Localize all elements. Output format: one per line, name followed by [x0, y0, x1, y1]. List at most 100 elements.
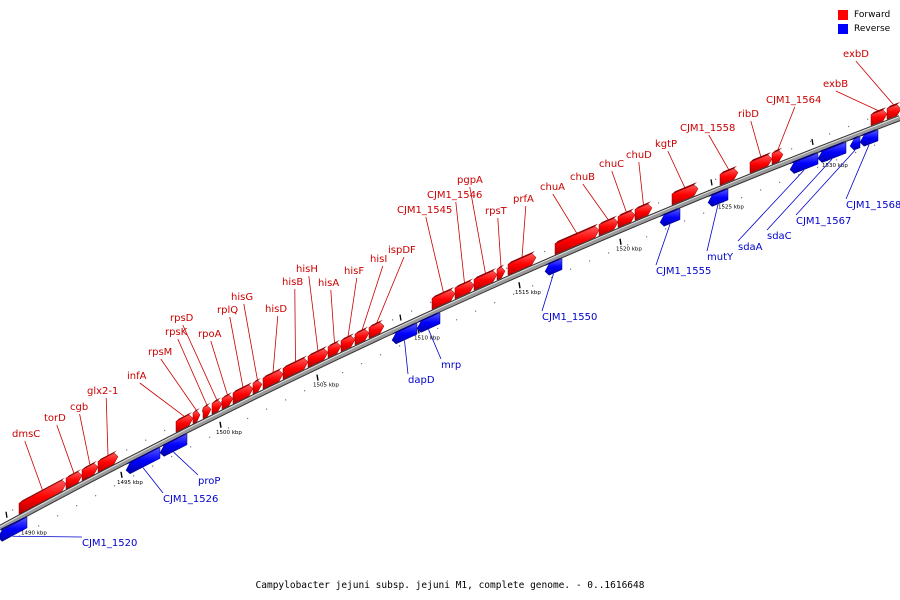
leader-layer — [12, 60, 895, 538]
tick-label: 1495 kbp — [117, 480, 143, 486]
gene-prop[interactable] — [159, 433, 188, 457]
label-layer: dmsC torD cgb glx2-1 infA rpsM rpsK rpsD rpoA rpl… — [12, 49, 900, 549]
gene-label-rplq: rplQ — [217, 305, 238, 316]
gene-glx2-1[interactable] — [97, 452, 119, 473]
gene-rpst[interactable] — [496, 266, 506, 281]
genome-caption: Campylobacter jejuni subsp. jejuni M1, c… — [255, 580, 645, 591]
scale-dot-lower — [418, 336, 420, 338]
gene-hisa[interactable] — [327, 342, 342, 359]
scale-dot-lower — [570, 268, 572, 270]
gene-infa[interactable] — [175, 414, 194, 433]
gene-chub[interactable] — [598, 217, 619, 237]
scale-dot-lower — [304, 390, 306, 392]
gene-cjm1-1550[interactable] — [544, 258, 563, 276]
gene-mrp[interactable] — [416, 312, 441, 333]
gene-muty[interactable] — [707, 188, 729, 207]
gene-cjm1-1526[interactable] — [125, 447, 161, 475]
gene-dapd[interactable] — [391, 322, 418, 345]
gene-rpoa[interactable] — [221, 394, 234, 410]
scale-dot-lower — [589, 260, 591, 262]
backbone-highlight — [0, 116, 900, 527]
gene-rpsm[interactable] — [192, 410, 201, 425]
gene-cjm1-1568[interactable] — [859, 129, 879, 147]
gene-chud[interactable] — [634, 203, 653, 221]
tick-label: 1490 kbp — [21, 530, 47, 536]
gene-cjm1-1545[interactable] — [431, 289, 456, 310]
gene-label-dapd: dapD — [408, 375, 435, 386]
gene-chua[interactable] — [554, 226, 600, 255]
leader-prop — [173, 451, 199, 476]
gene-exbd[interactable] — [886, 104, 900, 120]
legend-reverse-label: Reverse — [854, 24, 891, 34]
gene-label-chua: chuA — [540, 182, 565, 193]
gene-cgb[interactable] — [81, 463, 99, 482]
gene-cjm1-1558-top — [720, 165, 737, 175]
gene-rpsd[interactable] — [211, 399, 223, 415]
scale-dot-upper — [544, 250, 546, 253]
gene-cjm1-1546[interactable] — [454, 280, 475, 300]
scale-dot-lower — [855, 151, 857, 154]
gene-ribd[interactable] — [749, 154, 773, 174]
gene-label-sdaa: sdaA — [738, 242, 763, 253]
gene-label-sdac: sdaC — [767, 231, 792, 242]
gene-rpsm-top — [193, 408, 200, 413]
scale-dot-upper — [658, 202, 660, 204]
gene-rplq[interactable] — [232, 384, 254, 405]
gene-cjm1-1520[interactable] — [0, 516, 28, 542]
scale-dot-lower — [836, 159, 838, 161]
scale-dot-lower — [342, 371, 344, 374]
gene-hish-top — [308, 346, 327, 357]
scale-dot-lower — [874, 144, 876, 146]
gene-chuc[interactable] — [617, 210, 636, 228]
leader-hisd — [272, 315, 279, 373]
gene-muty-top — [708, 187, 727, 198]
gene-kgtp[interactable] — [671, 184, 699, 206]
tick-mark-upper — [710, 179, 713, 186]
gene-hisf[interactable] — [340, 335, 356, 353]
tick-label: 1530 kbp — [822, 163, 848, 169]
gene-ispdf-top — [369, 319, 383, 328]
scale-dot-upper — [791, 148, 793, 150]
gene-cjm1-1526-top — [126, 446, 159, 465]
gene-hisd[interactable] — [262, 370, 284, 390]
gene-sdaa[interactable] — [789, 152, 819, 174]
gene-rpsk[interactable] — [202, 405, 212, 420]
gene-label-tord: torD — [44, 413, 66, 424]
gene-hish[interactable] — [307, 348, 329, 368]
gene-tord[interactable] — [65, 471, 83, 490]
gene-cjm1-1564[interactable] — [771, 150, 784, 165]
scale-dot-lower — [665, 228, 667, 230]
tick-mark — [518, 282, 521, 289]
gene-hisi[interactable] — [354, 329, 370, 346]
gene-sdac[interactable] — [817, 141, 847, 163]
gene-label-rpsd: rpsD — [170, 313, 194, 324]
gene-prfa[interactable] — [507, 253, 537, 276]
scale-dot-lower — [741, 197, 743, 199]
gene-layer — [0, 101, 900, 542]
scale-dot-upper — [392, 319, 394, 321]
scale-dot-lower — [95, 495, 97, 497]
gene-cjm1-1555[interactable] — [659, 208, 681, 227]
scale-dot-lower — [532, 285, 534, 287]
gene-label-hisi: hisI — [370, 254, 387, 265]
gene-label-rpst: rpsT — [485, 206, 508, 217]
scale-dot-lower — [722, 204, 724, 206]
gene-label-ispdf: ispDF — [388, 245, 416, 256]
gene-label-cjm1-1568: CJM1_1568 — [846, 200, 900, 211]
gene-chuc-top — [618, 208, 634, 217]
gene-label-cjm1-1564: CJM1_1564 — [766, 95, 821, 106]
gene-label-mrp: mrp — [441, 360, 461, 371]
gene-cjm1-1558[interactable] — [719, 168, 739, 186]
gene-label-cjm1-1555: CJM1_1555 — [656, 266, 711, 277]
gene-ispdf[interactable] — [368, 322, 385, 339]
gene-pgpa[interactable] — [473, 270, 498, 291]
leader-cjm1-1550 — [541, 273, 554, 312]
gene-exbb[interactable] — [870, 109, 888, 126]
scale-dot-lower — [608, 252, 610, 254]
gene-dmsc[interactable] — [18, 479, 67, 515]
scale-dot-upper — [221, 401, 223, 403]
gene-hisb[interactable] — [282, 357, 309, 380]
gene-hisg[interactable] — [252, 380, 263, 395]
gene-cjm1-1520-top — [0, 516, 26, 531]
gene-cjm1-1567[interactable] — [849, 136, 861, 151]
